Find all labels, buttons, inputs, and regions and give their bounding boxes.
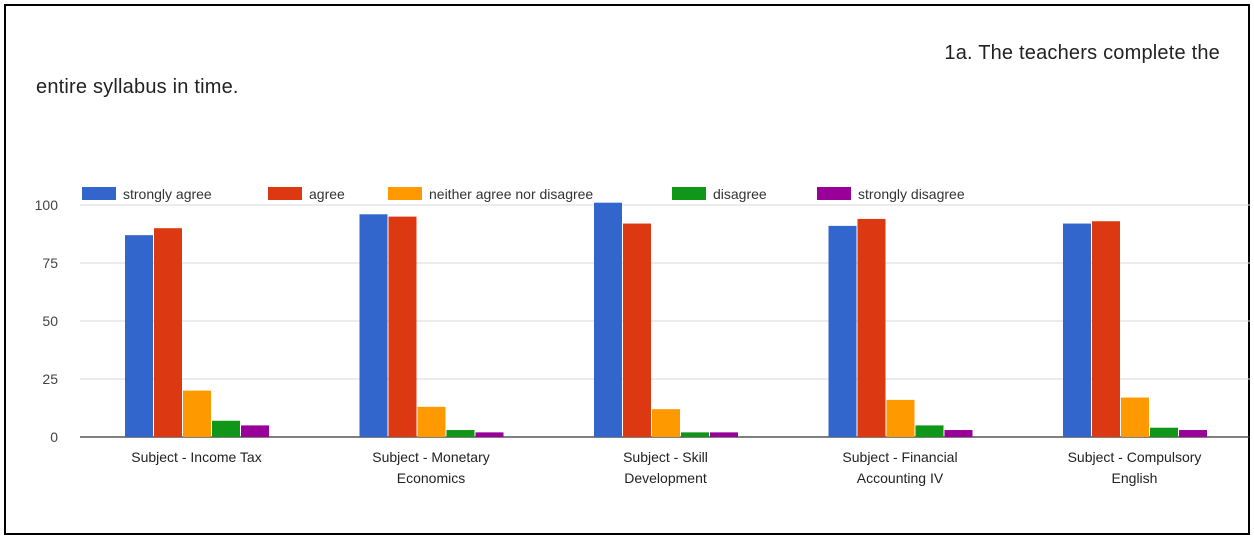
- bar: [1092, 221, 1120, 437]
- bar: [475, 432, 504, 437]
- bar: [212, 420, 240, 437]
- legend-label: strongly disagree: [858, 186, 965, 202]
- legend-swatch: [388, 187, 422, 200]
- bar: [944, 430, 973, 437]
- bar: [446, 430, 475, 437]
- bar: [828, 225, 857, 437]
- bar: [1150, 427, 1178, 437]
- x-category-label: Accounting IV: [857, 470, 944, 486]
- legend-label: agree: [309, 186, 345, 202]
- y-tick-label: 75: [42, 255, 58, 271]
- x-category-label: Subject - Skill: [623, 449, 708, 465]
- bar: [623, 223, 651, 437]
- x-category-label: Development: [624, 470, 707, 486]
- legend-swatch: [82, 187, 116, 200]
- x-category-label: English: [1112, 470, 1158, 486]
- bar: [886, 399, 915, 437]
- bar: [241, 425, 269, 437]
- bar: [388, 216, 417, 437]
- bar: [417, 406, 446, 437]
- y-tick-label: 25: [42, 371, 58, 387]
- bar: [359, 214, 388, 437]
- y-tick-label: 0: [50, 429, 58, 445]
- legend-label: disagree: [713, 186, 767, 202]
- legend-label: strongly agree: [123, 186, 212, 202]
- bar: [710, 432, 738, 437]
- bar: [915, 425, 944, 437]
- x-category-label: Subject - Financial: [842, 449, 957, 465]
- bar: [652, 409, 680, 437]
- x-category-label: Subject - Income Tax: [131, 449, 261, 465]
- legend-swatch: [672, 187, 706, 200]
- chart-title-line2: entire syllabus in time.: [36, 76, 239, 98]
- legend-label: neither agree nor disagree: [429, 186, 593, 202]
- legend-swatch: [817, 187, 851, 200]
- bar: [857, 218, 886, 437]
- y-tick-label: 50: [42, 313, 58, 329]
- x-category-label: Subject - Compulsory: [1068, 449, 1202, 465]
- bar: [1179, 430, 1207, 437]
- bar: [594, 202, 622, 437]
- legend-swatch: [268, 187, 302, 200]
- bar: [154, 228, 182, 437]
- bar: [1063, 223, 1091, 437]
- x-category-label: Economics: [397, 470, 465, 486]
- bar: [183, 390, 211, 437]
- bar: [1121, 397, 1149, 437]
- x-category-label: Subject - Monetary: [372, 449, 490, 465]
- bar: [125, 235, 153, 437]
- bar: [681, 432, 709, 437]
- chart-title-line1: 1a. The teachers complete the: [944, 42, 1220, 64]
- y-tick-label: 100: [35, 197, 59, 213]
